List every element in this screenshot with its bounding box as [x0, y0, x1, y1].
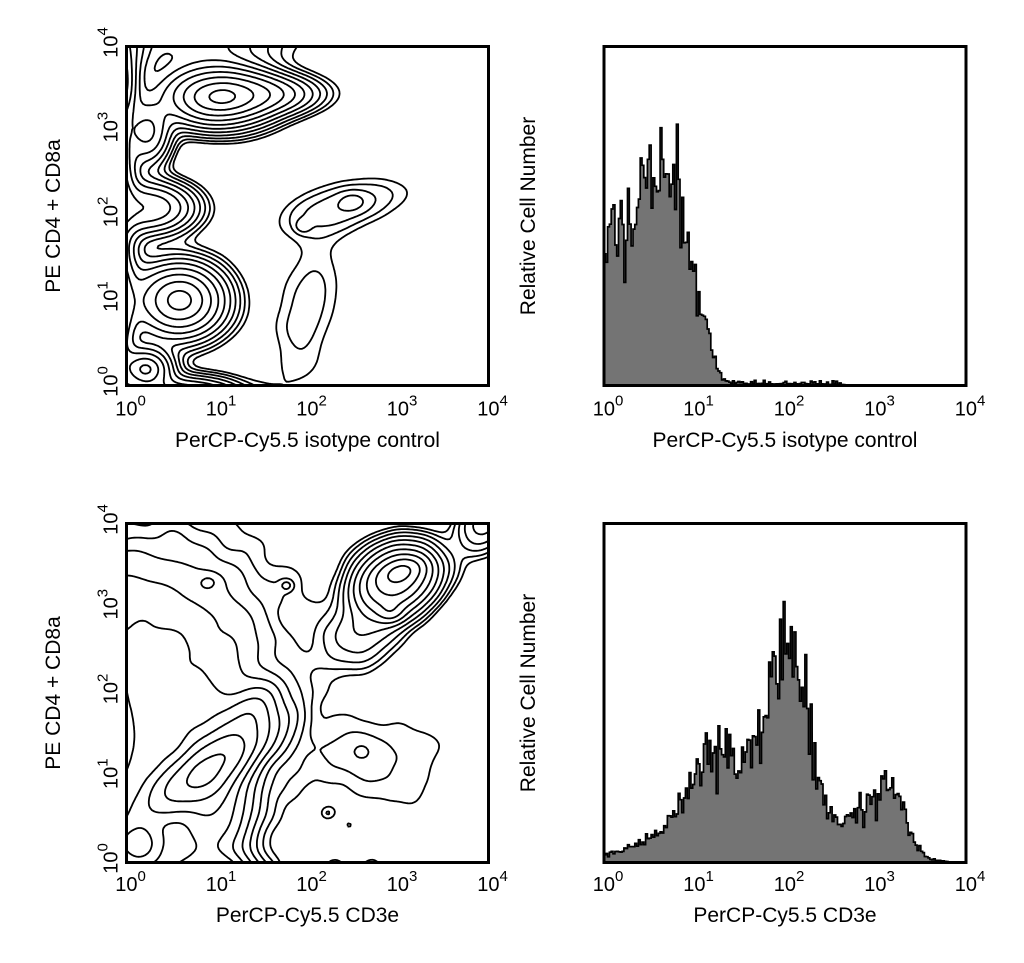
svg-text:Relative Cell Number: Relative Cell Number [517, 594, 540, 792]
svg-text:Relative Cell Number: Relative Cell Number [517, 117, 540, 315]
svg-text:PerCP-Cy5.5 isotype control: PerCP-Cy5.5 isotype control [175, 429, 440, 452]
svg-text:PerCP-Cy5.5 isotype control: PerCP-Cy5.5 isotype control [653, 429, 918, 452]
svg-text:PE CD4 + CD8a: PE CD4 + CD8a [42, 616, 65, 770]
svg-text:PerCP-Cy5.5 CD3e: PerCP-Cy5.5 CD3e [216, 904, 399, 927]
svg-text:PE CD4 + CD8a: PE CD4 + CD8a [42, 139, 65, 293]
svg-text:PerCP-Cy5.5 CD3e: PerCP-Cy5.5 CD3e [693, 904, 876, 927]
